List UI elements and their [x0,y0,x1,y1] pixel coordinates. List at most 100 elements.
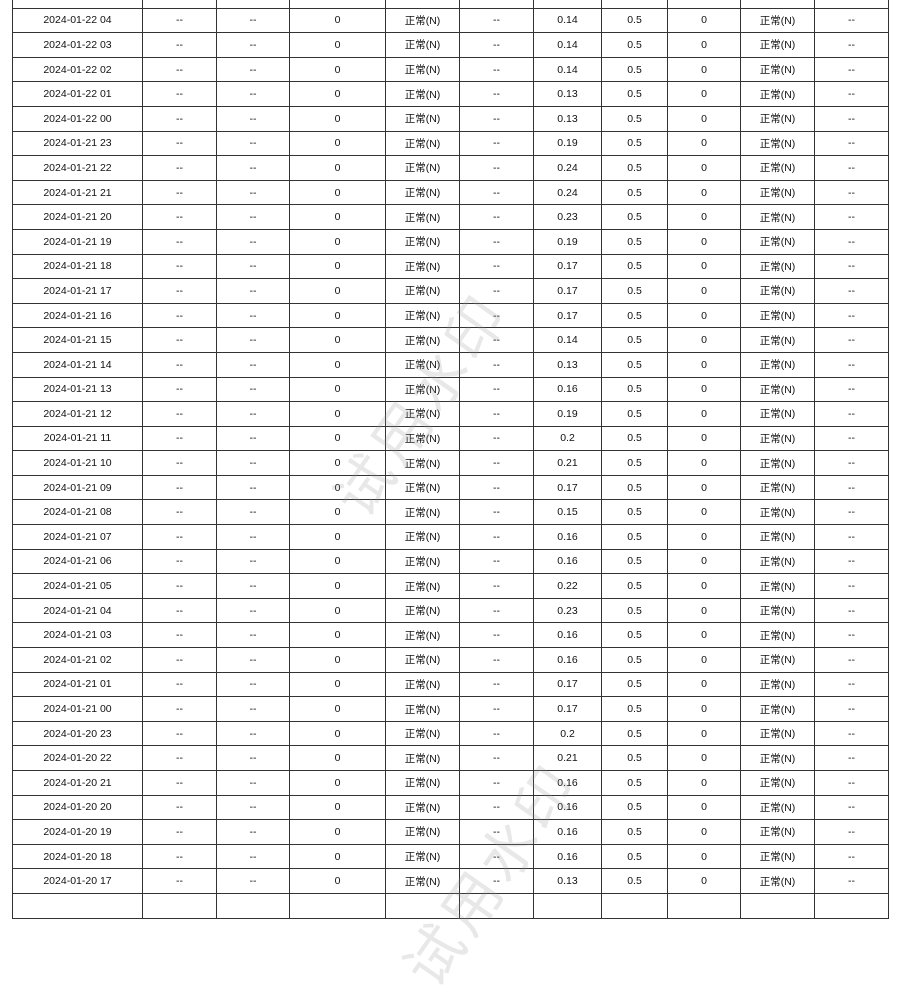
status-cell: 正常(N) [740,81,815,107]
limit-cell: 0.5 [601,81,668,107]
count-cell: 0 [289,327,386,353]
table-row: 2024-01-21 11 -- -- 0 正常(N) -- 0.2 0.5 0 正常(N) -- [12,425,889,452]
status-cell: 正常(N) [385,671,460,698]
count-cell [667,892,741,919]
status-cell: 正常(N) [740,745,815,771]
count-cell: 0 [667,770,741,796]
cell: -- [814,843,889,870]
status-cell: 正常(N) [385,524,460,550]
status-cell: 正常(N) [740,425,815,452]
status-cell: 正常(N) [740,376,815,403]
count-cell: 0 [289,302,386,329]
cell: -- [459,278,534,304]
cell: -- [459,819,534,845]
count-cell: 0 [289,32,386,58]
value-cell: 0.17 [533,302,602,329]
count-cell: 0 [667,327,741,353]
time-cell: 2024-01-20 22 [12,745,143,771]
table-row: 2024-01-20 21 -- -- 0 正常(N) -- 0.16 0.5 0 正常(N) -- [12,770,889,796]
limit-cell [601,0,668,9]
table-row: 2024-01-21 05 -- -- 0 正常(N) -- 0.22 0.5 0 正常(N) -- [12,573,889,599]
cell: -- [459,696,534,722]
status-cell: 正常(N) [740,105,815,132]
count-cell: 0 [667,179,741,206]
status-cell: 正常(N) [385,794,460,821]
value-cell: 0.19 [533,130,602,157]
count-cell: 0 [289,351,386,378]
limit-cell: 0.5 [601,253,668,280]
value-cell [533,892,602,919]
cell: -- [459,327,534,353]
cell: -- [459,548,534,575]
cell: -- [814,671,889,698]
cell: -- [459,573,534,599]
cell: -- [142,351,217,378]
table-row: 2024-01-21 07 -- -- 0 正常(N) -- 0.16 0.5 0 正常(N) -- [12,524,889,550]
count-cell: 0 [667,253,741,280]
cell: -- [814,819,889,845]
cell: -- [142,450,217,476]
cell: -- [459,745,534,771]
value-cell: 0.16 [533,794,602,821]
count-cell: 0 [667,573,741,599]
status-cell: 正常(N) [385,179,460,206]
value-cell: 0.16 [533,524,602,550]
cell: -- [142,81,217,107]
status-cell: 正常(N) [740,499,815,526]
status-cell [385,0,460,9]
cell: -- [216,868,290,894]
count-cell: 0 [667,794,741,821]
count-cell: 0 [289,56,386,83]
cell: -- [142,622,217,649]
cell: -- [814,794,889,821]
count-cell: 0 [667,278,741,304]
count-cell: 0 [289,671,386,698]
status-cell: 正常(N) [385,597,460,624]
count-cell: 0 [667,302,741,329]
table-row: 2024-01-21 00 -- -- 0 正常(N) -- 0.17 0.5 0 正常(N) -- [12,696,889,722]
count-cell: 0 [667,499,741,526]
count-cell: 0 [667,671,741,698]
cell: -- [459,499,534,526]
value-cell: 0.2 [533,425,602,452]
table-row: 2024-01-21 06 -- -- 0 正常(N) -- 0.16 0.5 0 正常(N) -- [12,548,889,575]
table-row: 2024-01-21 12 -- -- 0 正常(N) -- 0.19 0.5 0 正常(N) -- [12,401,889,427]
time-cell: 2024-01-21 22 [12,155,143,181]
status-cell: 正常(N) [385,401,460,427]
cell: -- [216,720,290,747]
limit-cell: 0.5 [601,671,668,698]
cell: -- [814,450,889,476]
limit-cell: 0.5 [601,278,668,304]
time-cell: 2024-01-21 14 [12,351,143,378]
data-table: 2024-01-22 04 -- -- 0 正常(N) -- 0.14 0.5 0 正常(N) --… [12,0,889,919]
status-cell: 正常(N) [740,278,815,304]
time-cell: 2024-01-20 21 [12,770,143,796]
status-cell: 正常(N) [740,155,815,181]
cell: -- [459,351,534,378]
count-cell: 0 [667,843,741,870]
value-cell [533,0,602,9]
status-cell: 正常(N) [740,253,815,280]
cell: -- [142,819,217,845]
cell: -- [459,81,534,107]
cell: -- [814,81,889,107]
cell: -- [142,647,217,673]
cell: -- [814,401,889,427]
count-cell: 0 [667,81,741,107]
cell: -- [216,597,290,624]
time-cell: 2024-01-21 08 [12,499,143,526]
count-cell: 0 [667,647,741,673]
status-cell: 正常(N) [385,32,460,58]
cell: -- [216,130,290,157]
time-cell: 2024-01-21 07 [12,524,143,550]
time-cell: 2024-01-20 17 [12,868,143,894]
table-row: 2024-01-21 08 -- -- 0 正常(N) -- 0.15 0.5 0 正常(N) -- [12,499,889,526]
status-cell: 正常(N) [740,696,815,722]
cell: -- [216,499,290,526]
status-cell: 正常(N) [385,302,460,329]
cell: -- [142,7,217,34]
status-cell: 正常(N) [740,573,815,599]
limit-cell: 0.5 [601,401,668,427]
count-cell: 0 [667,56,741,83]
time-cell: 2024-01-22 04 [12,7,143,34]
